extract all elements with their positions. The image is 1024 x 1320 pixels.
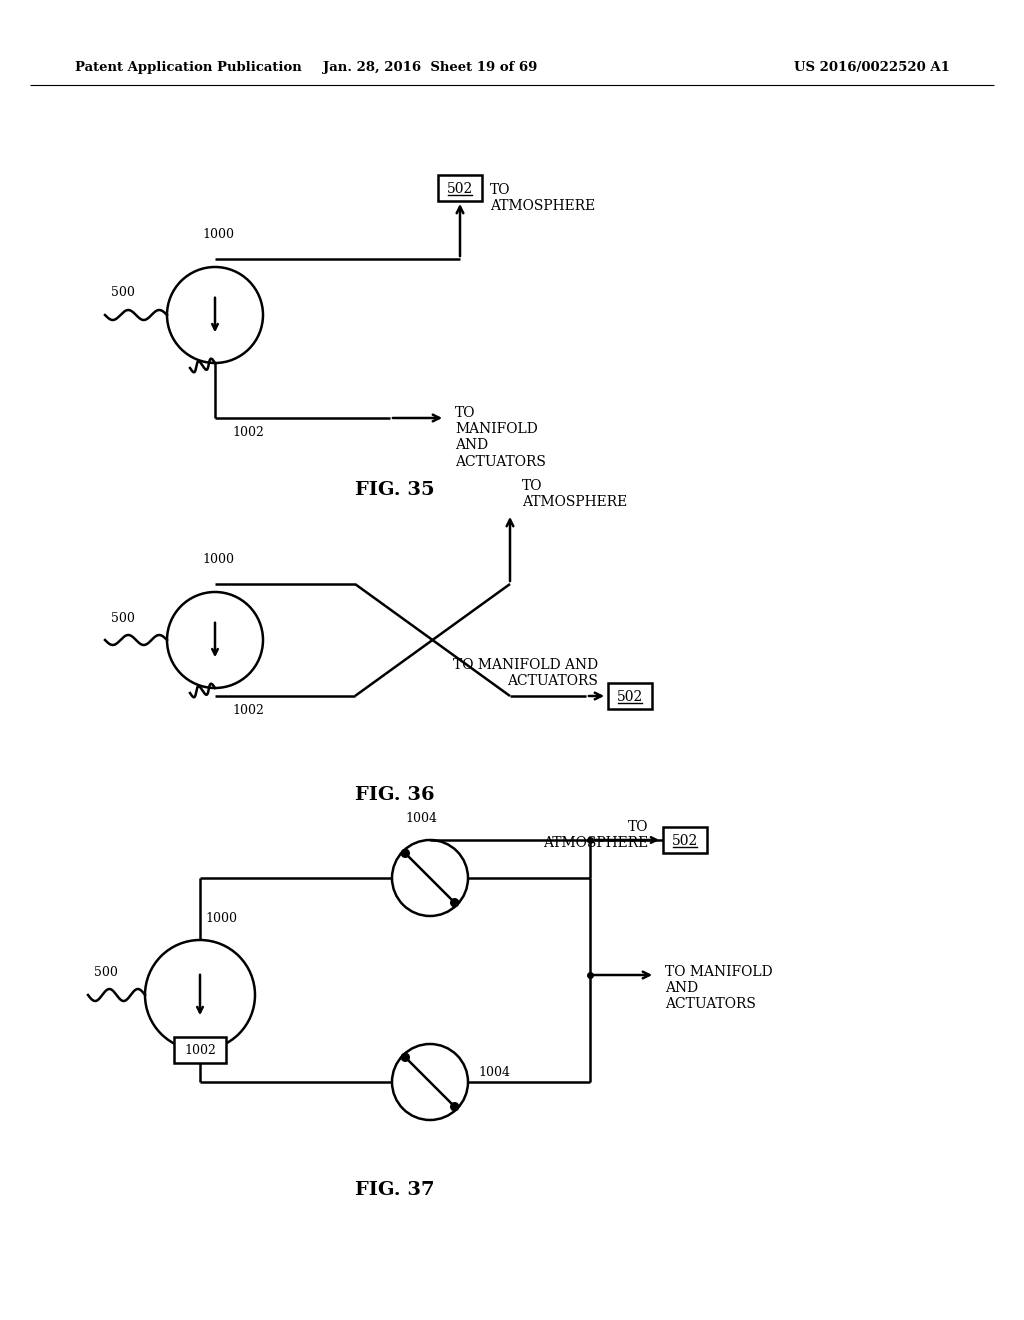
Bar: [663, 828, 707, 853]
Text: 500: 500: [112, 286, 135, 300]
Text: 502: 502: [446, 182, 473, 195]
Text: FIG. 36: FIG. 36: [355, 785, 435, 804]
Text: Patent Application Publication: Patent Application Publication: [75, 62, 302, 74]
Circle shape: [451, 899, 459, 907]
Text: 502: 502: [672, 834, 698, 847]
Text: 1000: 1000: [202, 228, 234, 242]
Text: FIG. 37: FIG. 37: [355, 1181, 435, 1199]
Text: 502: 502: [616, 690, 643, 704]
Text: 1002: 1002: [184, 1044, 216, 1057]
Bar: [608, 682, 652, 709]
Text: TO
ATMOSPHERE: TO ATMOSPHERE: [490, 183, 595, 214]
Circle shape: [401, 849, 410, 857]
Text: TO
ATMOSPHERE: TO ATMOSPHERE: [543, 820, 648, 850]
Circle shape: [401, 1053, 410, 1061]
Text: TO MANIFOLD AND
ACTUATORS: TO MANIFOLD AND ACTUATORS: [453, 657, 598, 688]
Text: 1000: 1000: [205, 912, 237, 925]
Text: TO
ATMOSPHERE: TO ATMOSPHERE: [522, 479, 628, 510]
Text: 500: 500: [112, 611, 135, 624]
Bar: [438, 176, 482, 201]
Text: 1000: 1000: [202, 553, 234, 566]
Text: 1002: 1002: [232, 704, 264, 717]
Text: 1004: 1004: [478, 1065, 510, 1078]
Text: 1002: 1002: [232, 426, 264, 440]
Text: TO
MANIFOLD
AND
ACTUATORS: TO MANIFOLD AND ACTUATORS: [455, 407, 546, 469]
Text: 500: 500: [94, 966, 118, 979]
Text: US 2016/0022520 A1: US 2016/0022520 A1: [795, 62, 950, 74]
Text: Jan. 28, 2016  Sheet 19 of 69: Jan. 28, 2016 Sheet 19 of 69: [323, 62, 538, 74]
Circle shape: [451, 1102, 459, 1110]
Text: FIG. 35: FIG. 35: [355, 480, 435, 499]
Text: 1004: 1004: [406, 812, 437, 825]
Text: TO MANIFOLD
AND
ACTUATORS: TO MANIFOLD AND ACTUATORS: [665, 965, 773, 1011]
Bar: [174, 1038, 226, 1063]
